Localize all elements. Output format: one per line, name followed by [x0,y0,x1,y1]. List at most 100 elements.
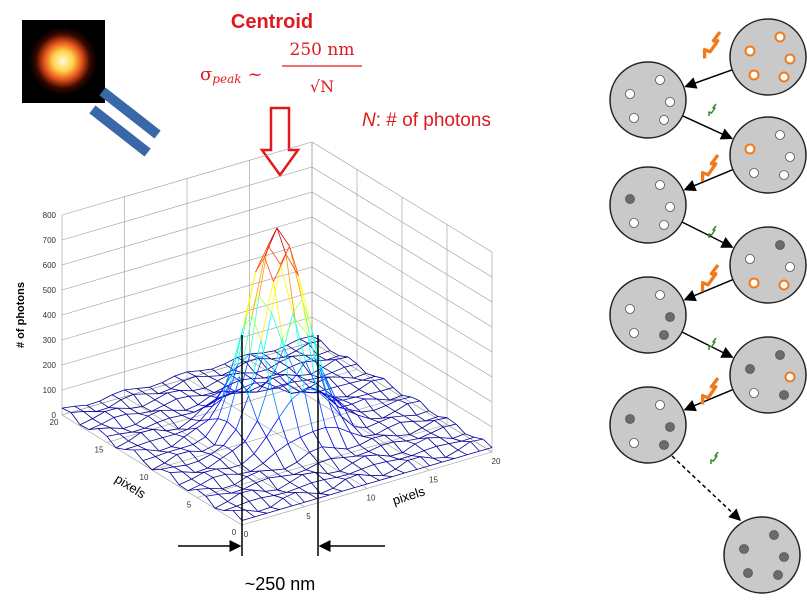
mesh-line [213,477,222,488]
molecule [780,171,789,180]
molecule [780,73,789,82]
mesh-line [218,419,227,422]
mesh-line [453,438,462,441]
mesh-line [276,444,289,453]
mesh-line [299,276,308,335]
mesh-line [262,498,271,508]
mesh-line [116,441,129,448]
mesh-line [272,313,285,348]
mesh-line [474,437,483,439]
mesh-line [192,479,201,485]
mesh-line [279,388,292,393]
mesh-line [302,362,311,374]
mesh-line [447,418,456,424]
mesh-line [259,246,268,296]
molecule [780,553,789,562]
mesh-line [224,445,233,450]
mesh-line [143,457,156,461]
molecule [626,415,635,424]
y-tick-label: 20 [492,457,501,466]
mesh-line [143,400,156,407]
mesh-line [111,428,120,434]
mesh-line [168,393,177,399]
mesh-line [290,246,299,276]
mesh-line [417,415,426,421]
mesh-line [303,472,316,474]
mesh-line [114,417,123,428]
mesh-line [339,356,348,357]
mesh-line [236,430,245,442]
mesh-line [456,424,465,434]
mesh-line [344,457,353,462]
mesh-line [322,447,331,459]
mesh-line [363,380,372,381]
mesh-line [433,458,442,462]
mesh-line [399,400,408,404]
mesh-line [324,480,333,489]
mesh-line [404,415,417,416]
mesh-line [381,391,390,400]
mesh-line [261,340,270,382]
mesh-line [186,410,195,412]
mesh-line [440,438,449,444]
mesh-line [249,501,258,511]
mesh-line [263,313,272,358]
transition-arrow [682,332,732,357]
mesh-line [209,419,218,420]
mesh-line [217,468,230,469]
mesh-line [368,394,377,399]
mesh-line [288,437,301,443]
mesh-line [287,345,296,351]
mesh-line [483,439,492,447]
mesh-line [376,428,389,435]
mesh-line [109,408,118,409]
molecule [630,439,639,448]
mesh-line [123,424,136,428]
mesh-line [172,437,185,447]
mesh-line [170,472,183,473]
mesh-line [292,400,301,438]
mesh-line [175,372,188,376]
mesh-line [146,394,155,400]
mesh-line [276,453,285,469]
molecule-field [724,517,800,593]
mesh-line [229,468,238,474]
mesh-line [404,416,413,421]
mesh-line [179,485,188,491]
mesh-line [177,454,186,465]
mesh-line [204,469,217,472]
mesh-line [244,483,257,489]
mesh-line [281,476,290,482]
mesh-line [338,383,351,386]
mesh-line [258,512,267,514]
mesh-line [102,424,111,428]
mesh-line [361,411,374,413]
mesh-line [190,451,199,461]
molecule [656,291,665,300]
molecule [666,423,675,432]
mesh-line [182,415,191,419]
z-axis-label: # of photons [15,282,27,348]
mesh-line [324,477,337,479]
mesh-line [127,414,136,424]
mesh-line [433,457,446,458]
mesh-line [312,483,321,494]
mesh-line [374,411,383,419]
mesh-line [297,452,310,462]
mesh-line [165,454,178,463]
mesh-line [333,479,346,488]
mesh-line [340,463,353,471]
mesh-line [200,369,213,371]
mesh-line [280,506,293,510]
mesh-line [440,438,453,439]
mesh-line [161,467,174,469]
mesh-line [310,447,323,452]
mesh-line [287,488,300,493]
mesh-line [381,445,390,456]
molecule [786,55,795,64]
mesh-line [114,414,127,417]
mesh-line [168,390,181,392]
mesh-line [183,472,196,473]
molecule [660,441,669,450]
mesh-line [383,476,392,477]
